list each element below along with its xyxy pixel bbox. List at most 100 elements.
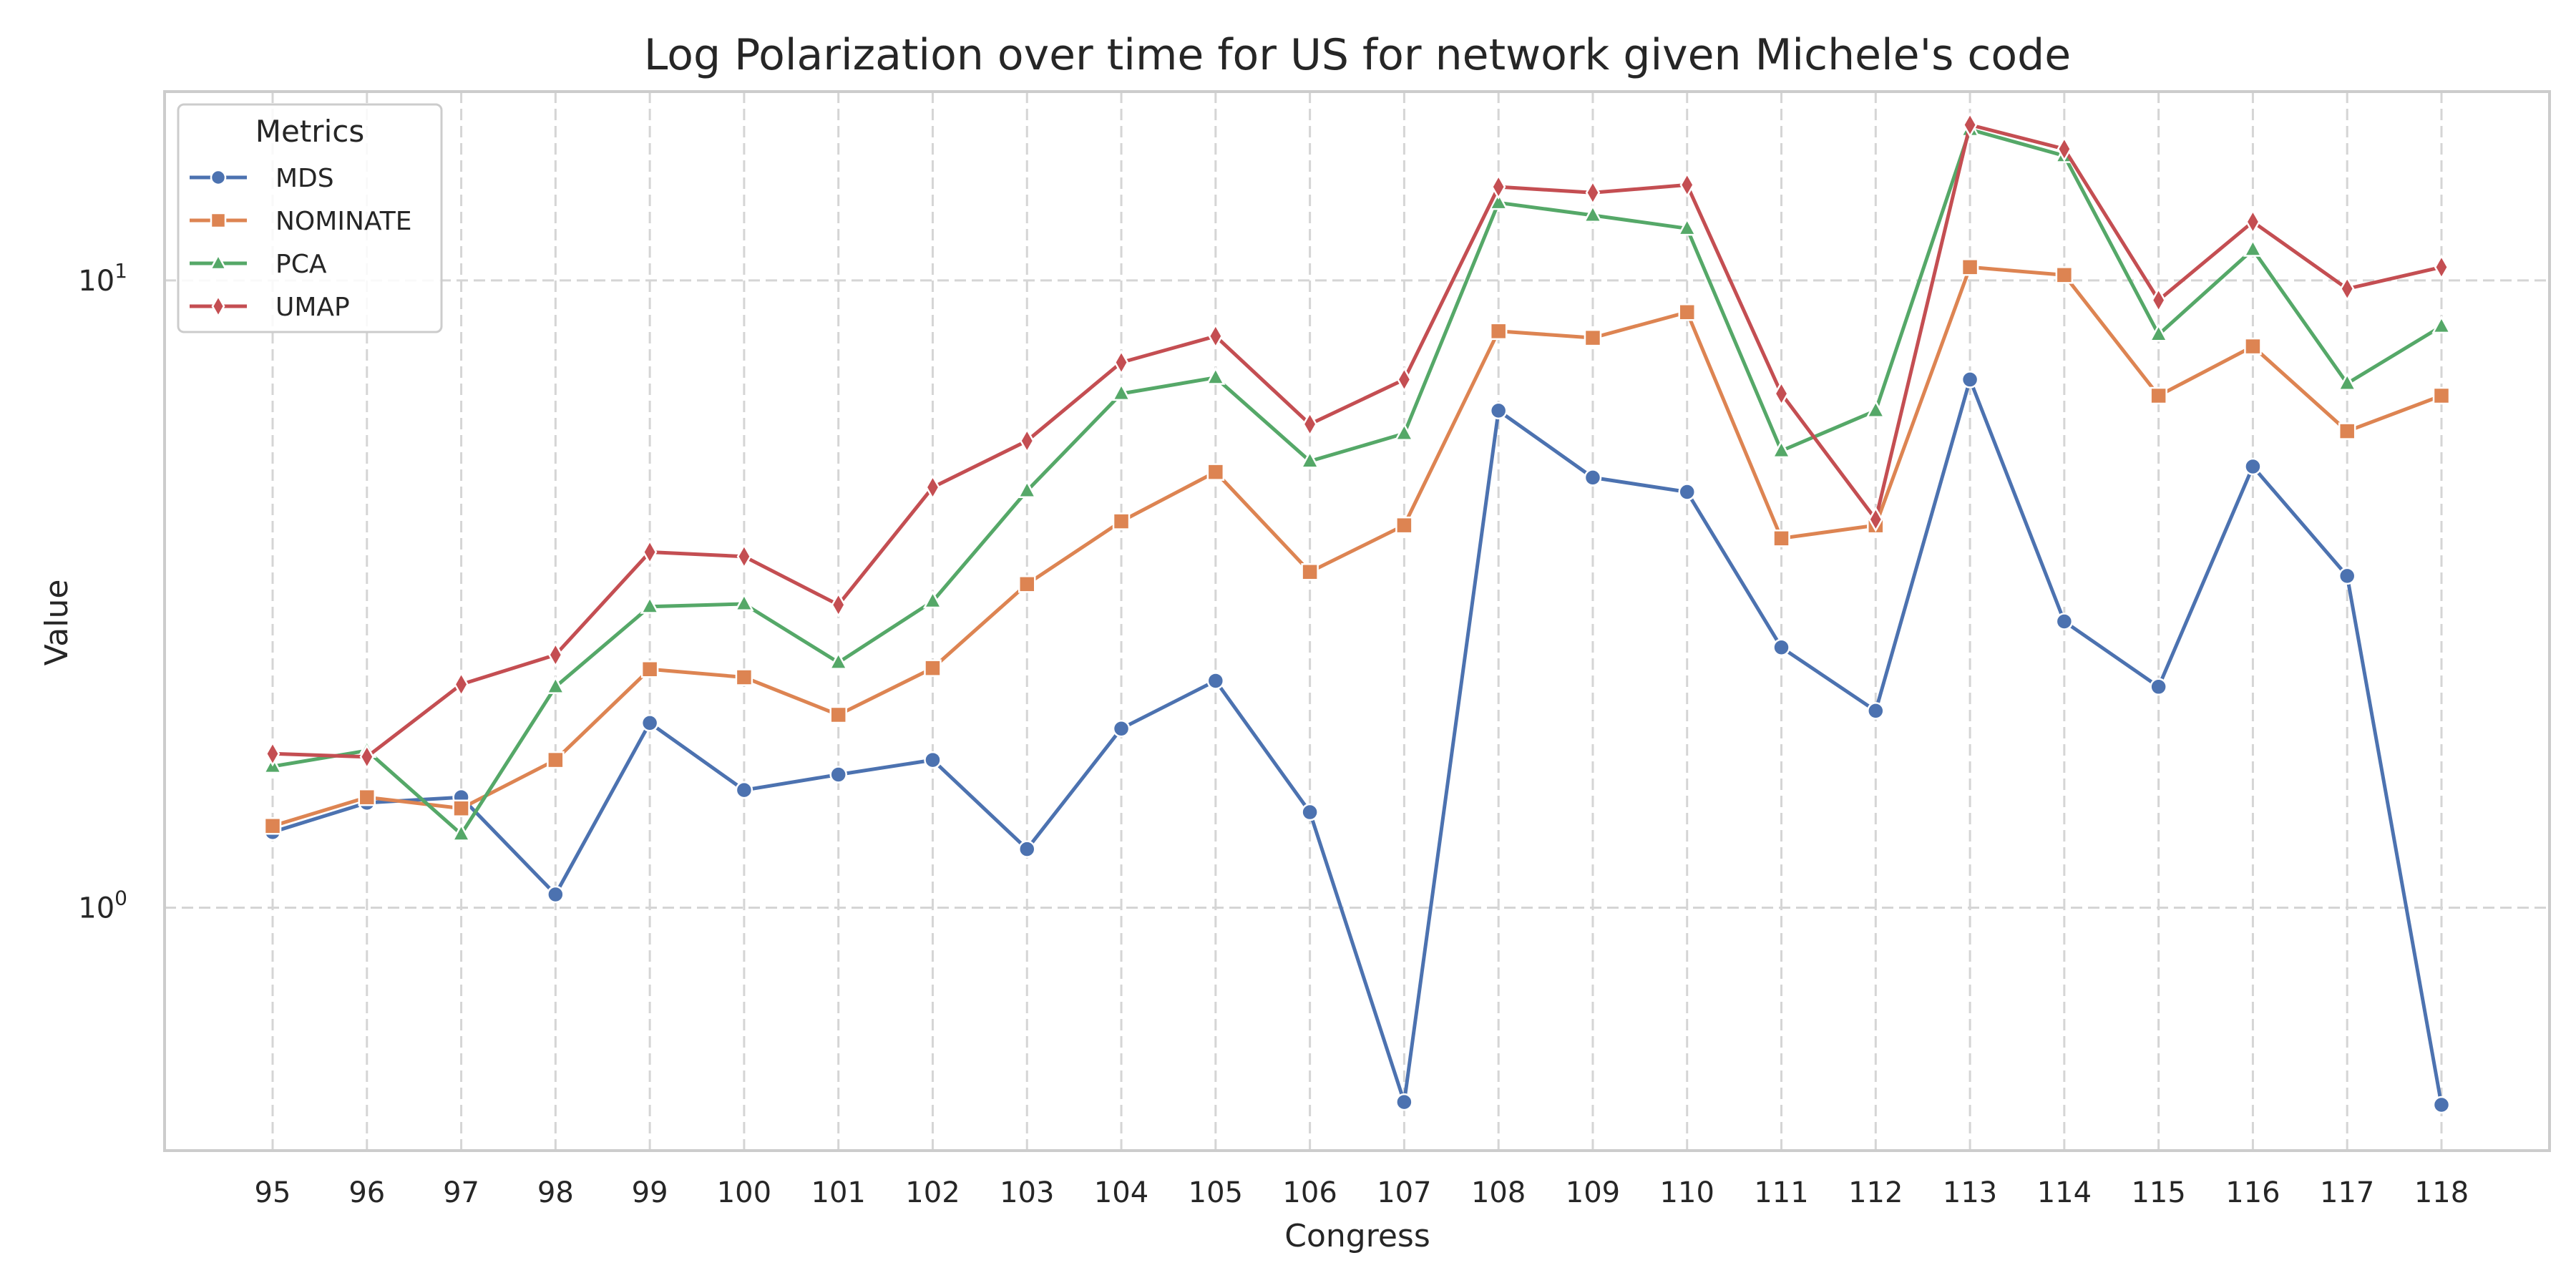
legend-label-pca: PCA: [275, 250, 327, 279]
series-line-umap: [272, 123, 2442, 759]
data-point-pca: [640, 595, 660, 614]
data-point-umap: [1491, 174, 1506, 200]
y-tick-label: 100: [78, 887, 127, 925]
data-point-umap: [1868, 506, 1883, 532]
data-point-umap: [265, 741, 280, 767]
data-point-nominate: [1395, 516, 1413, 535]
legend-label-nominate: NOMINATE: [275, 207, 411, 236]
data-point-pca: [2337, 372, 2357, 391]
data-point-pca: [1111, 382, 1131, 401]
data-point-umap: [642, 539, 658, 565]
data-point-nominate: [1489, 322, 1508, 341]
series-umap: [265, 112, 2449, 770]
legend-item-pca: PCA: [190, 250, 327, 279]
data-point-nominate: [2150, 386, 2167, 405]
x-tick-label: 98: [537, 1176, 574, 1209]
x-axis-ticks: 95 96 97 98 99 100 101 102 103 104 105 106 107 108 109…: [255, 1176, 2469, 1209]
data-point-umap: [1962, 112, 1978, 138]
data-point-umap: [1020, 428, 1035, 454]
data-point-umap: [925, 474, 940, 500]
legend-marker-mds: [210, 169, 227, 186]
data-point-pca: [2243, 238, 2263, 257]
data-point-umap: [1774, 381, 1789, 407]
data-point-mds: [924, 751, 942, 769]
data-point-pca: [829, 651, 849, 670]
data-point-mds: [829, 766, 847, 784]
data-point-pca: [1583, 204, 1603, 223]
data-point-pca: [1488, 192, 1508, 210]
data-point-mds: [2150, 678, 2167, 696]
data-point-nominate: [547, 751, 565, 769]
x-tick-label: 97: [443, 1176, 479, 1209]
series-layer: [263, 112, 2451, 1114]
legend-item-umap: UMAP: [190, 293, 350, 322]
series-pca: [263, 118, 2451, 841]
x-tick-label: 108: [1471, 1176, 1526, 1209]
data-point-pca: [1206, 366, 1226, 385]
data-point-nominate: [2432, 386, 2451, 405]
data-point-mds: [2432, 1096, 2451, 1114]
x-tick-label: 106: [1282, 1176, 1337, 1209]
data-point-nominate: [1961, 258, 1979, 276]
data-point-umap: [2245, 209, 2260, 235]
data-point-pca: [1677, 218, 1697, 236]
x-tick-label: 95: [255, 1176, 291, 1209]
data-point-nominate: [2244, 337, 2262, 356]
data-point-nominate: [1772, 530, 1790, 547]
legend-marker-pca: [209, 253, 228, 270]
data-point-mds: [1018, 840, 1036, 858]
data-point-pca: [2431, 315, 2451, 334]
data-point-mds: [1584, 469, 1602, 487]
data-point-umap: [1397, 366, 1412, 393]
x-tick-label: 115: [2131, 1176, 2185, 1209]
x-tick-label: 103: [1000, 1176, 1054, 1209]
data-point-mds: [1112, 719, 1131, 738]
data-point-pca: [1299, 450, 1320, 469]
x-tick-label: 117: [2320, 1176, 2374, 1209]
data-point-nominate: [1584, 328, 1602, 347]
legend-label-mds: MDS: [275, 164, 334, 193]
data-point-nominate: [829, 706, 847, 724]
y-axis-label: Value: [39, 580, 75, 666]
series-nominate: [263, 258, 2451, 835]
data-point-nominate: [452, 799, 470, 817]
data-point-mds: [1301, 803, 1319, 821]
x-tick-label: 107: [1377, 1176, 1431, 1209]
data-point-pca: [1865, 399, 1885, 418]
series-mds: [263, 371, 2451, 1114]
series-line-pca: [272, 127, 2443, 836]
data-point-pca: [1017, 479, 1037, 498]
data-point-nominate: [1112, 512, 1131, 530]
data-point-mds: [1961, 371, 1979, 389]
legend-marker-umap: [211, 294, 225, 318]
data-point-mds: [547, 885, 565, 904]
data-point-mds: [1867, 702, 1885, 720]
data-point-umap: [1302, 411, 1317, 437]
data-point-nominate: [640, 660, 659, 678]
data-point-umap: [2057, 136, 2072, 162]
data-point-mds: [1772, 638, 1790, 657]
data-point-mds: [2244, 457, 2262, 476]
data-point-mds: [2338, 567, 2356, 585]
y-axis-ticks: 100 101: [78, 259, 127, 925]
data-point-umap: [1585, 180, 1601, 206]
x-tick-label: 114: [2037, 1176, 2092, 1209]
x-tick-label: 102: [905, 1176, 960, 1209]
data-point-pca: [545, 675, 565, 694]
data-point-umap: [2434, 254, 2449, 280]
x-tick-label: 99: [632, 1176, 668, 1209]
data-point-pca: [734, 592, 754, 612]
data-point-nominate: [1678, 303, 1696, 321]
data-point-mds: [1489, 401, 1508, 420]
data-point-umap: [2339, 275, 2355, 302]
data-point-mds: [640, 714, 659, 732]
x-tick-label: 116: [2225, 1176, 2280, 1209]
data-point-pca: [1771, 439, 1792, 459]
x-tick-label: 113: [1943, 1176, 1997, 1209]
x-tick-label: 100: [717, 1176, 771, 1209]
legend-item-nominate: NOMINATE: [190, 207, 411, 236]
data-point-mds: [1678, 483, 1696, 501]
data-point-umap: [736, 543, 752, 570]
data-point-umap: [1208, 323, 1224, 349]
data-point-nominate: [2055, 266, 2074, 284]
